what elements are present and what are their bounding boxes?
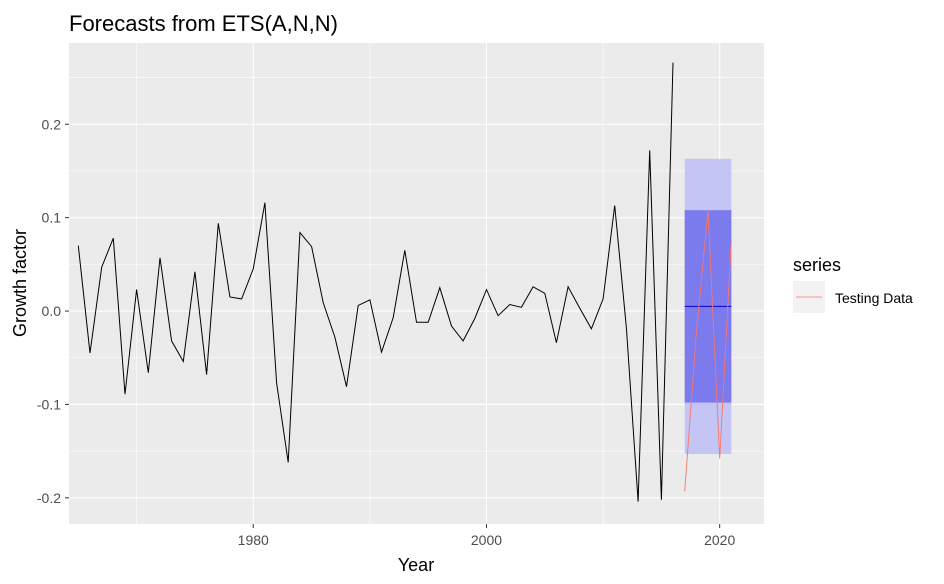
- y-tick-label: -0.1: [37, 396, 61, 412]
- x-axis-ticks: 1980 2000 2020: [238, 524, 735, 548]
- testing-data-line: [684, 210, 732, 492]
- plot-panel: [69, 43, 764, 524]
- x-axis-title: Year: [398, 555, 434, 575]
- history-line: [77, 62, 674, 502]
- legend-title: series: [793, 255, 841, 275]
- x-tick-label: 2000: [471, 532, 502, 548]
- y-tick-label: -0.2: [37, 490, 61, 506]
- x-tick-label: 2020: [704, 532, 735, 548]
- y-axis-ticks: -0.2 -0.1 0.0 0.1 0.2: [37, 116, 69, 506]
- legend-label-testing-data: Testing Data: [835, 290, 913, 306]
- y-tick-label: 0.2: [42, 116, 62, 132]
- x-tick-label: 1980: [238, 532, 269, 548]
- chart-title: Forecasts from ETS(A,N,N): [69, 11, 338, 36]
- y-axis-title: Growth factor: [10, 229, 30, 337]
- minor-gridlines: [69, 43, 764, 524]
- series-lines: [77, 62, 732, 502]
- y-tick-label: 0.1: [42, 210, 62, 226]
- legend: series Testing Data: [793, 255, 913, 313]
- y-tick-label: 0.0: [42, 303, 62, 319]
